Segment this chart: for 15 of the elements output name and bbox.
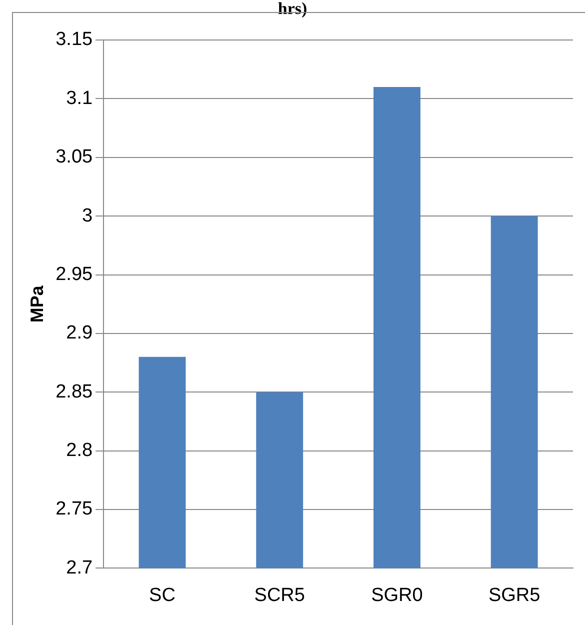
y-tick-label: 2.75 (56, 498, 93, 520)
y-axis-title: MPa (26, 284, 47, 323)
x-tick-label: SCR5 (254, 584, 305, 606)
y-tick-label: 3.05 (56, 146, 93, 168)
y-tick-label: 2.95 (56, 264, 93, 285)
y-tick-label: 2.8 (66, 440, 93, 462)
y-tick-label: 2.7 (66, 557, 93, 578)
x-tick-label: SGR0 (371, 584, 423, 606)
y-tick-label: 2.85 (56, 381, 93, 402)
y-tick-label: 3 (82, 205, 93, 226)
x-tick-label: SGR5 (488, 584, 540, 606)
x-tick-label: SC (149, 584, 176, 606)
y-tick-label: 3.1 (66, 88, 93, 109)
y-tick-label: 2.9 (66, 322, 93, 344)
y-tick-label: 3.15 (56, 29, 93, 50)
